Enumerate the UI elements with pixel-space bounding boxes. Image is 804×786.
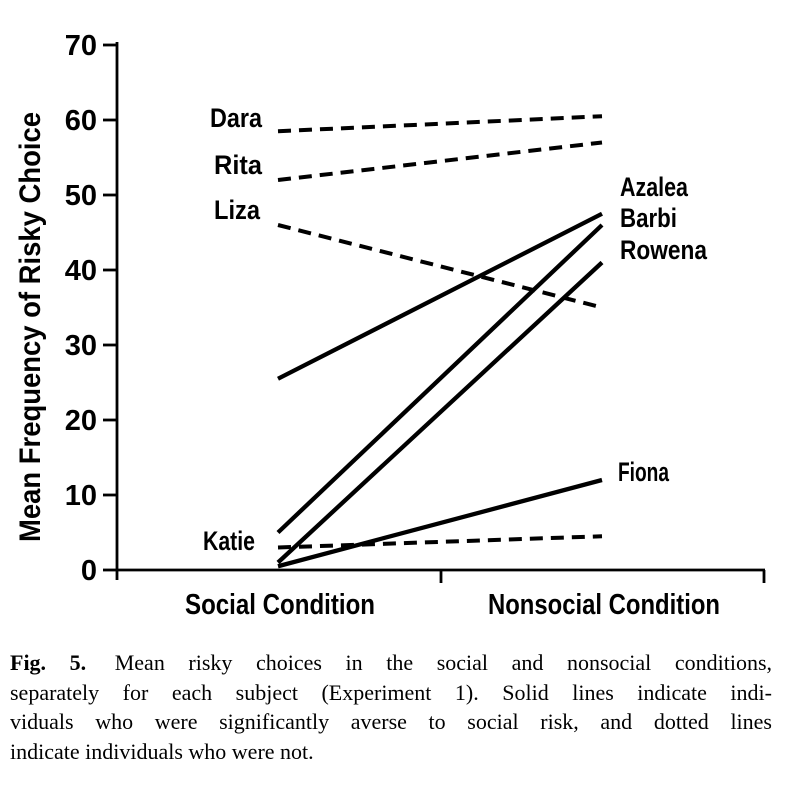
series-label-azalea: Azalea: [620, 172, 689, 202]
series-line-katie: [277, 534, 603, 550]
figure-page: 0 10 20 30 40 50 60 70 Social Condition Nonsocial…: [10, 30, 773, 766]
y-tick-label-20: 20: [65, 405, 97, 437]
series-label-rita: Rita: [214, 150, 263, 180]
y-tick-label-60: 60: [65, 105, 97, 137]
y-tick-label-30: 30: [65, 330, 97, 362]
series-line-rita: [277, 140, 603, 182]
series-label-katie: Katie: [203, 526, 255, 556]
series-line-azalea: [277, 211, 603, 381]
series-label-barbi: Barbi: [620, 203, 677, 233]
caption-line-4: indicate individuals who were not.: [10, 737, 772, 767]
caption-line-1: Fig. 5. Mean risky choices in the social…: [10, 648, 772, 678]
series-label-dara: Dara: [210, 103, 263, 133]
caption-figure-number: Fig. 5.: [10, 650, 87, 675]
y-tick-label-40: 40: [65, 255, 97, 287]
series-label-liza: Liza: [214, 195, 261, 225]
series-label-rowena: Rowena: [620, 235, 708, 265]
y-tick-label-10: 10: [65, 480, 97, 512]
caption-line-3: viduals who were significantly averse to…: [10, 707, 772, 737]
series-line-rowena: [276, 260, 604, 565]
series-line-dara: [277, 114, 603, 134]
series-line-fiona: [277, 477, 603, 569]
y-tick-label-50: 50: [65, 180, 97, 212]
caption-text-4: indicate individuals who were not.: [10, 738, 314, 764]
y-tick-label-70: 70: [65, 30, 97, 62]
series-label-fiona: Fiona: [618, 457, 670, 487]
caption-text-2: separately for each subject (Experiment …: [10, 679, 772, 705]
caption-text-3: viduals who were significantly averse to…: [10, 709, 772, 734]
x-category-label-1: Social Condition: [185, 589, 375, 621]
figure-caption: Fig. 5. Mean risky choices in the social…: [10, 648, 772, 766]
y-tick-label-0: 0: [81, 555, 97, 587]
risky-choice-line-chart: 0 10 20 30 40 50 60 70 Social Condition Nonsocial…: [14, 30, 766, 621]
series-line-barbi: [276, 223, 604, 535]
caption-line-2: separately for each subject (Experiment …: [10, 678, 772, 708]
caption-text-1: Mean risky choices in the social and non…: [114, 650, 773, 675]
y-axis-title: Mean Frequency of Risky Choice: [14, 112, 47, 542]
series-line-liza: [277, 223, 603, 310]
x-category-label-2: Nonsocial Condition: [488, 589, 720, 621]
